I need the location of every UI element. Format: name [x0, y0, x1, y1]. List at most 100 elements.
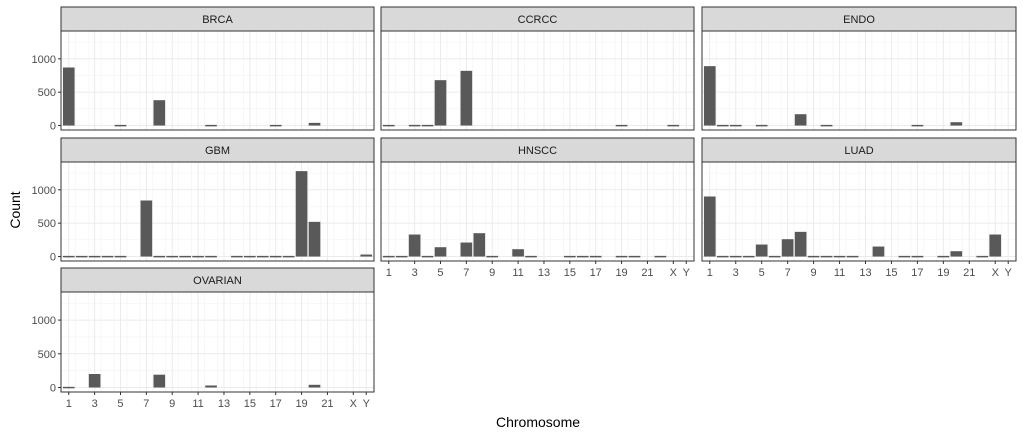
bar-luad-chr-20 — [950, 251, 963, 257]
bar-gbm-chr-8 — [153, 255, 166, 258]
bar-gbm-chr-1 — [62, 255, 75, 258]
x-tick-label: 11 — [834, 267, 845, 279]
x-tick-label: 7 — [785, 267, 791, 279]
bar-luad-chr-14 — [872, 246, 885, 257]
x-tick-label: 3 — [92, 398, 98, 410]
bar-ccrcc-chr-X — [667, 124, 680, 127]
bar-hnscc-chr-7 — [460, 242, 473, 257]
bar-endo-chr-3 — [729, 124, 742, 127]
x-tick-label: 7 — [463, 267, 469, 279]
bar-gbm-chr-15 — [244, 255, 256, 258]
bar-hnscc-chr-8 — [473, 233, 486, 257]
bar-ovarian-chr-20 — [308, 384, 321, 388]
y-axis-title: Count — [7, 191, 23, 228]
bar-luad-chr-2 — [716, 255, 729, 258]
bar-gbm-chr-11 — [192, 255, 204, 258]
x-tick-label: 3 — [733, 267, 739, 279]
bar-luad-chr-5 — [755, 244, 768, 257]
x-tick-label: 1 — [386, 267, 392, 279]
facet-strip — [380, 6, 695, 32]
bar-gbm-chr-9 — [166, 255, 179, 258]
x-tick-label: 19 — [937, 267, 949, 279]
x-tick-label: 13 — [859, 267, 871, 279]
bar-ccrcc-chr-4 — [421, 124, 434, 127]
x-tick-label: 11 — [192, 398, 203, 410]
bar-ovarian-chr-3 — [88, 374, 101, 388]
y-tick-label: 0 — [50, 383, 56, 395]
bar-brca-chr-12 — [205, 124, 217, 127]
bar-gbm-chr-Y — [360, 254, 373, 257]
facet-strip-label: GBM — [205, 145, 230, 157]
bar-gbm-chr-19 — [295, 171, 308, 257]
bar-gbm-chr-12 — [205, 255, 217, 258]
bar-luad-chr-19 — [937, 255, 950, 258]
x-tick-label: Y — [1005, 267, 1013, 279]
bar-luad-chr-17 — [911, 255, 924, 258]
bar-endo-chr-5 — [755, 124, 768, 127]
bar-ovarian-chr-12 — [205, 385, 217, 388]
bar-ccrcc-chr-1 — [382, 124, 395, 127]
y-tick-label: 1000 — [32, 54, 56, 66]
x-tick-label: 11 — [512, 267, 523, 279]
bar-gbm-chr-2 — [75, 255, 88, 258]
bar-gbm-chr-3 — [88, 255, 101, 258]
bar-luad-chr-10 — [820, 255, 833, 258]
bar-brca-chr-1 — [62, 67, 75, 126]
facet-strip-label: LUAD — [844, 145, 873, 157]
bar-endo-chr-20 — [950, 122, 963, 126]
bar-hnscc-chr-19 — [615, 255, 628, 258]
bar-hnscc-chr-11 — [512, 249, 524, 257]
bar-gbm-chr-4 — [101, 255, 114, 258]
bar-hnscc-chr-20 — [628, 255, 641, 258]
bar-hnscc-chr-22 — [654, 255, 667, 258]
y-tick-label: 500 — [38, 349, 56, 361]
bar-gbm-chr-14 — [231, 255, 243, 258]
x-tick-label: 13 — [538, 267, 550, 279]
x-tick-label: 9 — [811, 267, 817, 279]
facet-strip — [60, 137, 375, 163]
bar-luad-chr-16 — [898, 255, 911, 258]
x-tick-label: 5 — [117, 398, 123, 410]
bar-ovarian-chr-1 — [62, 386, 75, 389]
bar-gbm-chr-16 — [256, 255, 269, 258]
x-tick-label: X — [992, 267, 1000, 279]
bar-hnscc-chr-17 — [589, 255, 602, 258]
bar-luad-chr-22 — [976, 255, 989, 258]
bar-hnscc-chr-4 — [421, 255, 434, 258]
bar-gbm-chr-10 — [179, 255, 191, 258]
bar-ovarian-chr-8 — [153, 374, 166, 388]
bar-hnscc-chr-15 — [564, 255, 576, 258]
bar-luad-chr-12 — [846, 255, 859, 258]
facet-strip — [701, 137, 1017, 163]
bar-gbm-chr-17 — [269, 255, 282, 258]
bar-luad-chr-X — [989, 234, 1002, 257]
facet-strip-label: CCRCC — [518, 14, 558, 26]
x-tick-label: 21 — [321, 398, 333, 410]
y-tick-label: 0 — [50, 121, 56, 133]
x-tick-label: 5 — [437, 267, 443, 279]
bar-hnscc-chr-3 — [408, 234, 421, 257]
bar-hnscc-chr-1 — [382, 255, 395, 258]
bar-ccrcc-chr-19 — [615, 124, 628, 127]
facet-strip-label: HNSCC — [518, 145, 557, 157]
y-tick-label: 1000 — [32, 315, 56, 327]
bar-hnscc-chr-2 — [395, 255, 408, 258]
bar-luad-chr-9 — [807, 255, 820, 258]
bar-hnscc-chr-5 — [434, 247, 447, 257]
bar-gbm-chr-18 — [282, 255, 295, 258]
x-tick-label: 17 — [911, 267, 923, 279]
x-tick-label: 5 — [759, 267, 765, 279]
bar-luad-chr-6 — [768, 255, 781, 258]
x-tick-label: X — [670, 267, 678, 279]
x-tick-label: 19 — [615, 267, 627, 279]
bar-hnscc-chr-9 — [486, 255, 499, 258]
bar-hnscc-chr-16 — [576, 255, 589, 258]
bar-endo-chr-10 — [820, 124, 833, 127]
x-tick-label: 9 — [169, 398, 175, 410]
y-tick-label: 500 — [38, 87, 56, 99]
facet-strip-label: BRCA — [202, 14, 233, 26]
x-tick-label: 3 — [412, 267, 418, 279]
bar-ccrcc-chr-5 — [434, 80, 447, 126]
bar-hnscc-chr-12 — [525, 255, 537, 258]
bar-luad-chr-1 — [703, 196, 716, 257]
